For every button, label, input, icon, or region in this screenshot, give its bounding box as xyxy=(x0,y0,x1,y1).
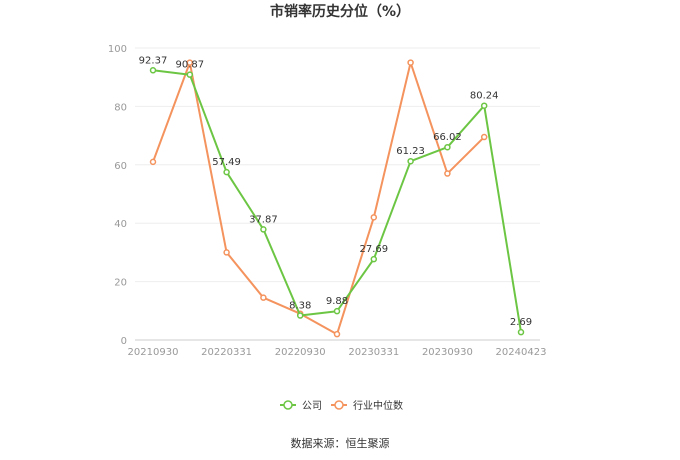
legend-item-1[interactable]: 行业中位数 xyxy=(331,399,403,412)
y-tick-label-80: 80 xyxy=(114,102,127,113)
data-label-9: 80.24 xyxy=(470,91,499,102)
data-label-1: 90.87 xyxy=(175,60,204,71)
data-labels: 92.37 90.87 57.49 37.87 8.38 9.88 27.69 61.23 66… xyxy=(139,55,532,328)
data-label-5: 9.88 xyxy=(326,296,348,307)
series-0-point-6 xyxy=(370,255,378,263)
series-1-point-1 xyxy=(186,59,194,66)
data-label-3: 37.87 xyxy=(249,214,278,225)
series-0-point-10 xyxy=(517,328,525,336)
legend-item-0[interactable]: 公司 xyxy=(280,400,322,412)
x-tick-label-20220331: 20220331 xyxy=(201,347,252,358)
x-tick-label-20210930: 20210930 xyxy=(128,347,179,358)
series-0-point-7 xyxy=(407,157,414,165)
series-1-point-8 xyxy=(444,170,451,177)
series-line-0 xyxy=(152,69,522,333)
series-1-point-5 xyxy=(333,330,341,338)
x-tick-label-20240423: 20240423 xyxy=(496,347,547,358)
data-label-6: 27.69 xyxy=(359,244,388,255)
series-1-point-2 xyxy=(223,249,230,256)
series-0-point-9 xyxy=(480,102,488,109)
series-1-point-9 xyxy=(480,133,488,141)
y-axis: 0 20 40 60 80 100 xyxy=(108,44,127,347)
data-label-2: 57.49 xyxy=(212,157,241,168)
series-0-point-5 xyxy=(333,307,341,315)
source-note: 数据来源：恒生聚源 xyxy=(291,436,390,450)
data-label-4: 8.38 xyxy=(289,301,311,312)
legend-swatch-marker-0 xyxy=(283,400,293,410)
series-0-point-2 xyxy=(223,168,230,176)
legend[interactable]: 公司 行业中位数 xyxy=(280,399,403,412)
series-0-point-3 xyxy=(260,226,267,233)
plot-area xyxy=(149,59,525,338)
data-label-10: 2.69 xyxy=(510,317,532,328)
y-tick-label-40: 40 xyxy=(114,219,127,230)
y-tick-label-20: 20 xyxy=(114,278,127,289)
series-0-point-4 xyxy=(296,312,304,319)
legend-label-0: 公司 xyxy=(302,401,322,412)
series-0-point-1 xyxy=(186,71,194,78)
x-tick-label-20230930: 20230930 xyxy=(422,347,473,358)
y-tick-label-0: 0 xyxy=(121,336,127,347)
series-1-point-6 xyxy=(370,214,378,221)
x-axis: 20210930 20220331 20220930 20230331 20230930… xyxy=(128,347,547,358)
x-tick-label-20220930: 20220930 xyxy=(275,347,326,358)
y-tick-label-60: 60 xyxy=(114,161,127,172)
x-tick-label-20230331: 20230331 xyxy=(348,347,399,358)
series-1-point-7 xyxy=(407,59,414,66)
legend-swatch-marker-1 xyxy=(334,400,344,410)
y-tick-label-100: 100 xyxy=(108,44,127,55)
data-label-8: 66.02 xyxy=(433,132,462,143)
legend-label-1: 行业中位数 xyxy=(353,399,403,412)
chart-title: 市销率历史分位（%） xyxy=(270,3,410,20)
data-label-0: 92.37 xyxy=(139,55,168,66)
series-0-point-0 xyxy=(149,67,157,74)
series-1-point-0 xyxy=(149,158,157,166)
data-label-7: 61.23 xyxy=(396,146,425,157)
series-0-point-8 xyxy=(444,143,451,151)
series-line-1 xyxy=(152,61,485,336)
series-1-point-3 xyxy=(260,294,267,301)
